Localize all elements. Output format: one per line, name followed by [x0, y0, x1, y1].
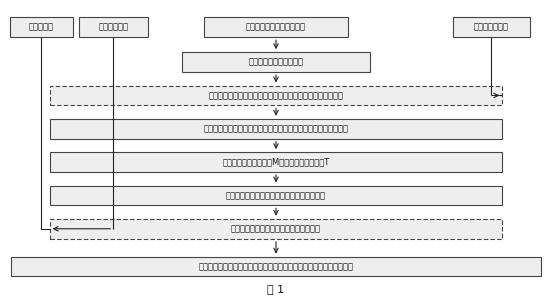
Bar	[11, 257, 541, 276]
Text: 输出用甘特图表示的整体装配体和各个子装配体的装配序列给装配序列: 输出用甘特图表示的整体装配体和各个子装配体的装配序列给装配序列	[199, 262, 353, 271]
Bar	[204, 17, 348, 37]
Bar	[50, 152, 502, 172]
Text: 零件属性表: 零件属性表	[29, 23, 54, 32]
Bar	[9, 17, 73, 37]
Text: 利用装配经验确定装配过程中完成各装配工序所需时间及所需工具: 利用装配经验确定装配过程中完成各装配工序所需时间及所需工具	[204, 124, 348, 133]
Text: 整个装配体及每个子装配体的联接关系图（层次联接关系图）: 整个装配体及每个子装配体的联接关系图（层次联接关系图）	[209, 91, 343, 100]
Text: 微粒群算法求解中整个装配体的装配序列规划: 微粒群算法求解中整个装配体的装配序列规划	[226, 191, 326, 200]
Bar	[50, 185, 502, 205]
Bar	[453, 17, 530, 37]
Bar	[50, 119, 502, 139]
Text: 图 1: 图 1	[267, 284, 285, 295]
Bar	[50, 85, 502, 105]
Text: 紧固件属性表: 紧固件属性表	[98, 23, 128, 32]
Bar	[50, 219, 502, 239]
Text: 生成装配工具约束矩阵M及装配时间约束矩阵T: 生成装配工具约束矩阵M及装配时间约束矩阵T	[222, 158, 330, 167]
Bar	[78, 17, 147, 37]
Text: 装配层次关系树: 装配层次关系树	[474, 23, 509, 32]
Text: 判断微粒群算法生成的装配序列的可行性: 判断微粒群算法生成的装配序列的可行性	[231, 224, 321, 233]
Text: 装配体的联接关系属性矩阵: 装配体的联接关系属性矩阵	[246, 23, 306, 32]
Bar	[182, 52, 370, 72]
Text: 装配体的初始联接关系图: 装配体的初始联接关系图	[248, 58, 304, 67]
